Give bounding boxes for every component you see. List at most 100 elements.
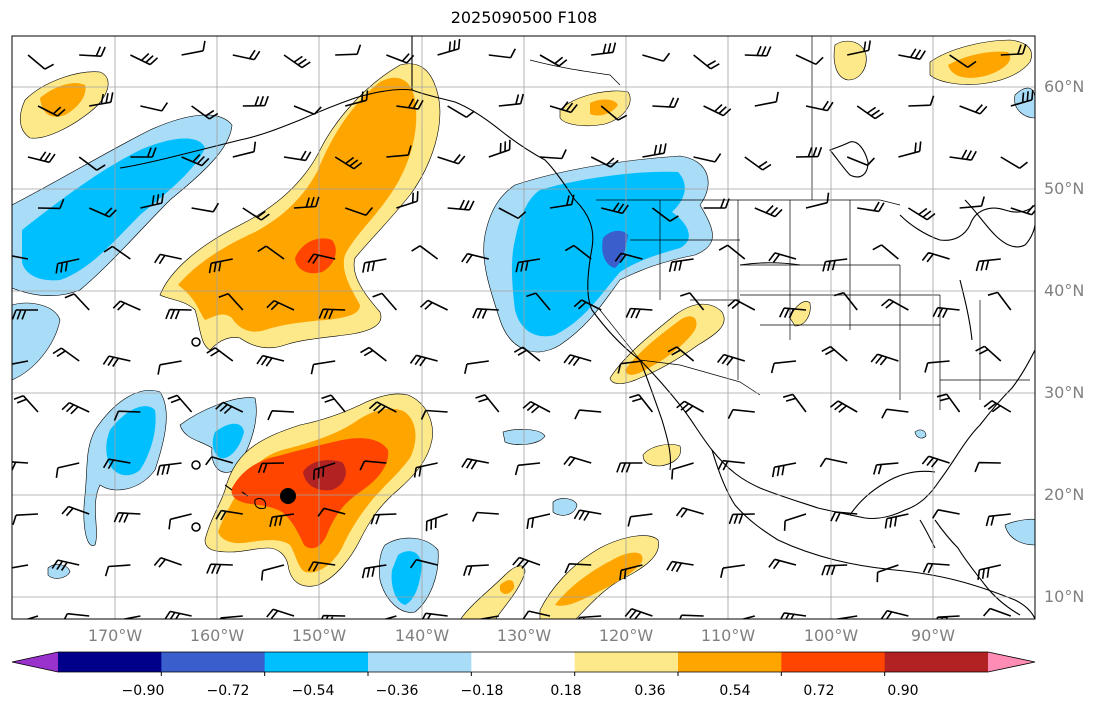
wind-barb — [12, 461, 29, 472]
wind-barb — [549, 101, 578, 114]
wind-barb — [924, 360, 950, 373]
wind-barb — [425, 513, 448, 532]
wind-barb — [770, 360, 797, 374]
wind-barb — [206, 347, 234, 362]
wind-barb — [884, 513, 909, 529]
wind-barb — [515, 258, 541, 273]
calm-marker — [191, 337, 201, 347]
wind-barb — [421, 612, 448, 619]
wind-barb — [728, 513, 755, 525]
wind-barb — [591, 42, 617, 56]
wind-barb — [113, 410, 141, 421]
wind-barb — [625, 307, 653, 319]
wind-barb — [573, 509, 602, 521]
wind-barb — [514, 462, 541, 476]
wind-barb — [614, 252, 643, 264]
wind-barb — [477, 615, 499, 619]
wind-barb — [563, 455, 592, 467]
wind-barb — [215, 401, 244, 414]
wind-barb — [679, 614, 704, 619]
wind-barb — [668, 258, 694, 272]
wind-barb — [876, 564, 899, 583]
wind-barb — [857, 201, 885, 213]
wind-barb — [334, 156, 363, 170]
wind-barb — [629, 393, 654, 413]
colorbar-tick-label: 0.54 — [719, 683, 751, 699]
wind-barb — [219, 615, 243, 619]
lat-label: 10°N — [1044, 587, 1085, 606]
wind-barb — [396, 98, 424, 110]
wind-barb — [675, 507, 704, 518]
wind-barb — [563, 354, 592, 367]
wind-barb — [880, 298, 909, 311]
colorbar-tick-label: 0.18 — [550, 683, 582, 699]
wind-barb — [88, 207, 117, 218]
wind-barb — [242, 95, 269, 107]
wind-barb — [102, 458, 131, 470]
lon-label: 140°W — [394, 626, 450, 645]
wind-barb — [368, 401, 397, 414]
wind-barb — [949, 149, 977, 161]
colorbar-segment — [58, 652, 162, 672]
wind-barb — [1000, 44, 1027, 56]
wind-barb — [112, 300, 141, 311]
wind-barb — [652, 97, 680, 108]
wind-barb — [283, 150, 312, 162]
colorbar-tick-label: 0.72 — [803, 683, 835, 699]
wind-barb — [1010, 89, 1034, 107]
lon-label: 170°W — [87, 626, 143, 645]
wind-barb — [156, 462, 182, 476]
wind-barb — [936, 615, 960, 619]
wind-barb — [463, 564, 489, 576]
colorbar-tick-label: 0.90 — [887, 683, 919, 699]
wind-barb — [717, 459, 745, 471]
wind-barb — [782, 393, 807, 413]
wind-barb — [703, 198, 730, 209]
wind-barb — [795, 54, 824, 66]
wind-barb — [318, 308, 346, 320]
colorbar-segment — [574, 652, 679, 672]
wind-barb — [768, 558, 797, 570]
lat-label: 50°N — [1044, 179, 1085, 198]
lat-label: 30°N — [1044, 383, 1085, 402]
wind-barb — [165, 308, 192, 320]
wind-barb — [181, 40, 206, 56]
wind-barb — [898, 48, 926, 60]
wind-barb — [317, 507, 346, 517]
wind-barb — [624, 608, 653, 619]
wind-barb — [437, 153, 466, 165]
wind-barb — [693, 54, 720, 70]
wind-barb — [754, 205, 783, 218]
wind-barb — [386, 145, 412, 158]
wind-barb — [716, 353, 746, 366]
wind-barb — [12, 564, 29, 569]
wind-barb — [987, 291, 1012, 311]
coastlines — [119, 36, 1035, 619]
wind-barb — [344, 206, 374, 216]
map-title: 2025090500 F108 — [450, 8, 598, 27]
colorbar-segment — [781, 652, 886, 672]
wind-barb — [437, 38, 461, 56]
wind-barb — [419, 299, 448, 311]
contour-red-orange — [231, 238, 389, 549]
colorbar-segment — [161, 652, 266, 672]
wind-barb — [307, 561, 336, 572]
wind-barb — [313, 462, 336, 480]
wind-barb — [922, 562, 950, 574]
wind-barb — [651, 207, 679, 222]
contour-dark-blue — [602, 230, 628, 268]
gridlines — [12, 36, 1035, 619]
wind-barb — [513, 346, 541, 362]
wind-barb — [104, 564, 131, 577]
wind-barb — [103, 245, 131, 260]
wind-barb — [718, 244, 746, 260]
wind-barb — [130, 53, 159, 66]
wind-barb — [870, 353, 899, 366]
wind-barb — [846, 156, 875, 166]
wind-barb — [269, 513, 295, 527]
wind-barb — [257, 245, 285, 260]
wind-barb — [51, 559, 80, 571]
wind-barb — [267, 410, 295, 421]
colorbar-extend-high — [988, 652, 1035, 672]
